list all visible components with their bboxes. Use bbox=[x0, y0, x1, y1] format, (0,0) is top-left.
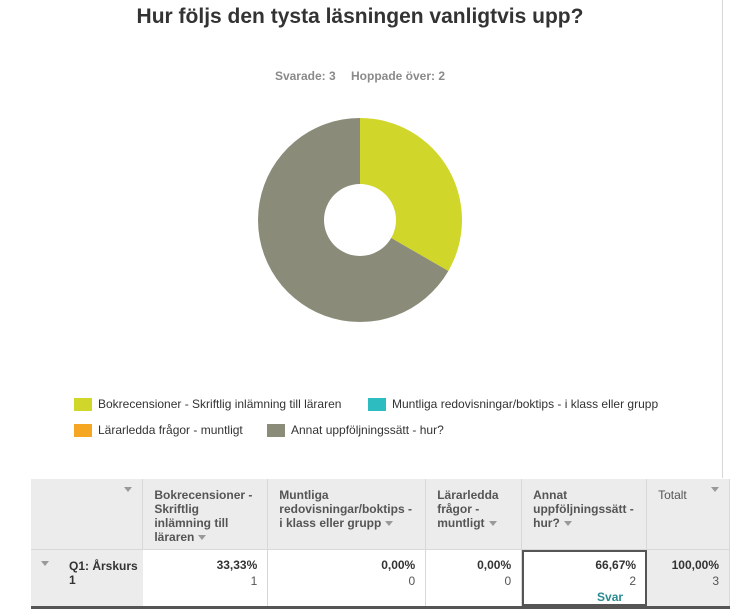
cell-percent: 0,00% bbox=[477, 558, 512, 572]
table-row: Q1: Årskurs 1 33,33% 1 0,00% 0 0,00% 0 6… bbox=[31, 549, 730, 606]
cell-percent: 100,00% bbox=[671, 558, 719, 572]
cell-bokrecensioner: 33,33% 1 bbox=[142, 549, 269, 606]
column-header-bokrecensioner[interactable]: Bokrecensioner - Skriftlig inlämning til… bbox=[142, 479, 269, 550]
legend-item-muntliga[interactable]: Muntliga redovisningar/boktips - i klass… bbox=[368, 397, 658, 411]
donut-chart bbox=[258, 118, 462, 322]
column-header-annat[interactable]: Annat uppföljningssätt - hur? bbox=[521, 479, 648, 550]
column-header-totalt[interactable]: Totalt bbox=[646, 479, 730, 550]
chevron-down-icon[interactable] bbox=[385, 521, 394, 527]
column-header-label: Bokrecensioner - Skriftlig inlämning til… bbox=[154, 488, 253, 544]
column-header-label: Annat uppföljningssätt - hur? bbox=[533, 488, 634, 530]
cell-muntliga: 0,00% 0 bbox=[267, 549, 427, 606]
legend-swatch bbox=[368, 397, 386, 411]
cell-count: 0 bbox=[408, 574, 416, 588]
cell-percent: 33,33% bbox=[216, 558, 258, 572]
legend-label: Bokrecensioner - Skriftlig inlämning til… bbox=[98, 397, 342, 411]
chevron-down-icon[interactable] bbox=[563, 521, 572, 527]
cell-count: 3 bbox=[712, 574, 719, 588]
svar-link[interactable]: Svar bbox=[597, 590, 624, 604]
header-corner[interactable] bbox=[31, 479, 144, 550]
chevron-down-icon[interactable] bbox=[41, 561, 49, 566]
column-header-lararledda[interactable]: Lärarledda frågor - muntligt bbox=[425, 479, 523, 550]
column-header-muntliga[interactable]: Muntliga redovisningar/boktips - i klass… bbox=[267, 479, 427, 550]
cell-lararledda: 0,00% 0 bbox=[425, 549, 523, 606]
column-header-label: Totalt bbox=[658, 488, 687, 502]
legend-label: Lärarledda frågor - muntligt bbox=[98, 423, 243, 437]
cell-annat[interactable]: 66,67% 2 Svar bbox=[521, 549, 648, 606]
legend-item-annat[interactable]: Annat uppföljningssätt - hur? bbox=[267, 423, 444, 437]
response-stats: Svarade: 3 Hoppade över: 2 bbox=[130, 69, 590, 83]
column-header-label: Lärarledda frågor - muntligt bbox=[437, 488, 499, 530]
legend-label: Annat uppföljningssätt - hur? bbox=[291, 423, 444, 437]
chevron-down-icon[interactable] bbox=[198, 535, 207, 541]
chevron-down-icon[interactable] bbox=[124, 487, 133, 492]
chevron-down-icon[interactable] bbox=[488, 521, 497, 527]
legend-item-lararledda[interactable]: Lärarledda frågor - muntligt bbox=[74, 423, 243, 437]
cell-percent: 0,00% bbox=[381, 558, 416, 572]
column-header-label: Muntliga redovisningar/boktips - i klass… bbox=[279, 488, 412, 530]
row-label: Q1: Årskurs 1 bbox=[69, 559, 138, 587]
question-title: Hur följs den tysta läsningen vanligtvis… bbox=[136, 5, 584, 28]
legend-swatch bbox=[74, 423, 92, 437]
skipped-count: Hoppade över: 2 bbox=[351, 69, 446, 83]
table-bottom-border bbox=[31, 606, 730, 609]
row-header[interactable]: Q1: Årskurs 1 bbox=[31, 549, 143, 606]
results-table: Bokrecensioner - Skriftlig inlämning til… bbox=[31, 479, 730, 606]
cell-count: 2 bbox=[629, 574, 637, 588]
chevron-down-icon[interactable] bbox=[711, 487, 719, 492]
cell-percent: 66,67% bbox=[595, 558, 637, 572]
panel-divider bbox=[722, 0, 723, 478]
legend-label: Muntliga redovisningar/boktips - i klass… bbox=[392, 397, 659, 411]
cell-count: 1 bbox=[250, 574, 258, 588]
cell-count: 0 bbox=[504, 574, 512, 588]
legend-item-bokrecensioner[interactable]: Bokrecensioner - Skriftlig inlämning til… bbox=[74, 397, 341, 411]
legend-swatch bbox=[267, 423, 285, 437]
cell-totalt: 100,00% 3 bbox=[646, 549, 730, 606]
legend-swatch bbox=[74, 397, 92, 411]
donut-hole bbox=[324, 184, 396, 256]
answered-count: Svarade: 3 bbox=[274, 69, 336, 83]
